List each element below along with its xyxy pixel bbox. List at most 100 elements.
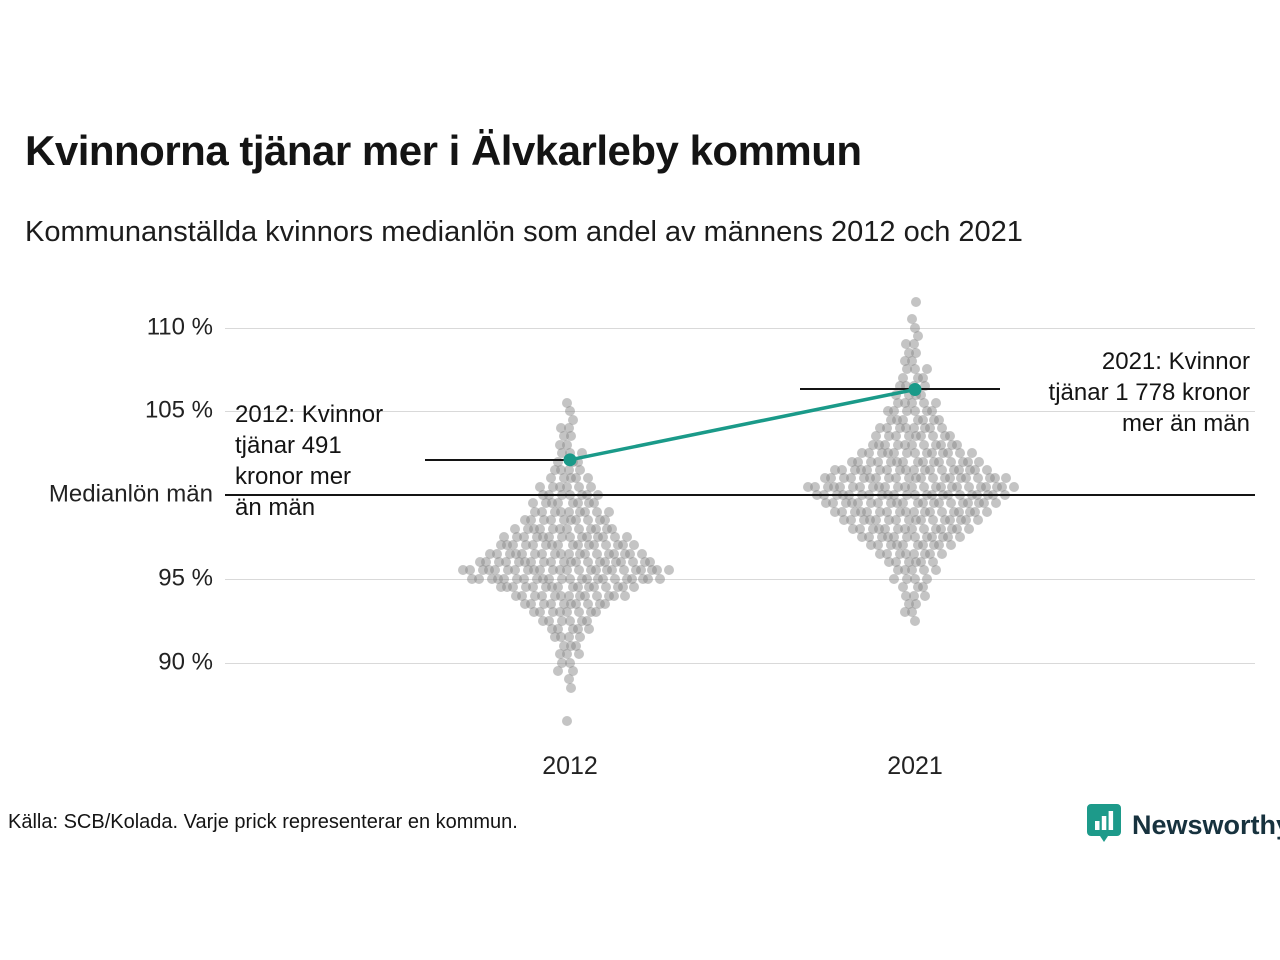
municipality-dot: [910, 322, 920, 333]
municipality-dot: [849, 506, 860, 517]
municipality-dot: [953, 464, 964, 475]
municipality-dot: [893, 481, 904, 492]
municipality-dot: [547, 540, 557, 551]
municipality-dot: [608, 548, 619, 559]
municipality-dot: [562, 607, 573, 618]
municipality-dot: [567, 624, 578, 634]
municipality-dot: [930, 397, 941, 408]
municipality-dot: [556, 506, 566, 517]
municipality-dot: [499, 531, 510, 542]
municipality-dot: [916, 431, 927, 442]
municipality-dot: [875, 548, 886, 559]
municipality-dot: [565, 448, 575, 459]
municipality-dot: [920, 590, 931, 601]
municipality-dot: [553, 498, 564, 509]
municipality-dot: [538, 615, 548, 626]
municipality-dot: [484, 565, 494, 576]
municipality-dot: [857, 448, 868, 459]
municipality-dot: [919, 523, 929, 534]
municipality-dot: [911, 347, 922, 358]
municipality-dot: [567, 540, 578, 551]
municipality-dot: [875, 423, 886, 433]
municipality-dot: [925, 423, 936, 433]
municipality-dot: [540, 540, 551, 551]
municipality-dot: [856, 506, 866, 517]
municipality-dot: [563, 548, 574, 559]
municipality-dot: [930, 565, 941, 576]
municipality-dot: [554, 607, 565, 618]
municipality-dot: [917, 414, 928, 425]
municipality-dot: [556, 632, 566, 643]
municipality-dot: [885, 414, 896, 425]
municipality-dot: [583, 598, 593, 609]
municipality-dot: [562, 439, 573, 450]
municipality-dot: [871, 515, 882, 526]
municipality-dot: [512, 531, 523, 542]
municipality-dot: [893, 439, 904, 450]
municipality-dot: [563, 464, 574, 475]
municipality-dot: [635, 565, 646, 576]
municipality-dot: [883, 448, 893, 459]
municipality-dot: [916, 515, 927, 526]
municipality-dot: [910, 364, 920, 375]
municipality-dot: [611, 557, 622, 567]
municipality-dot: [910, 615, 920, 626]
municipality-dot: [908, 548, 919, 559]
municipality-dot: [872, 540, 883, 551]
municipality-dot: [975, 481, 986, 492]
municipality-dot: [874, 439, 884, 450]
municipality-dot: [925, 464, 936, 475]
municipality-dot: [911, 431, 922, 442]
municipality-dot: [565, 657, 575, 668]
municipality-dot: [580, 506, 591, 517]
municipality-dot: [921, 406, 932, 417]
municipality-dot: [894, 381, 905, 392]
municipality-dot: [643, 573, 654, 584]
municipality-dot: [553, 582, 564, 593]
municipality-dot: [907, 356, 918, 366]
municipality-dot: [847, 456, 857, 467]
municipality-dot: [556, 464, 566, 475]
municipality-dot: [620, 590, 631, 601]
municipality-dot: [989, 473, 1000, 484]
x-axis-label: 2021: [887, 752, 943, 780]
municipality-dot: [566, 682, 577, 693]
municipality-dot: [652, 565, 663, 576]
municipality-dot: [565, 406, 575, 417]
municipality-dot: [562, 565, 573, 576]
municipality-dot: [545, 515, 556, 526]
municipality-dot: [947, 439, 958, 450]
municipality-dot: [881, 548, 892, 559]
municipality-dot: [548, 607, 559, 618]
municipality-dot: [567, 498, 578, 509]
municipality-dot: [956, 515, 967, 526]
municipality-dot: [540, 582, 551, 593]
gridline: [225, 578, 1255, 580]
municipality-dot: [610, 573, 620, 584]
municipality-dot: [919, 397, 929, 408]
municipality-dot: [535, 523, 546, 534]
municipality-dot: [830, 464, 841, 475]
municipality-dot: [898, 582, 909, 593]
municipality-dot: [899, 439, 910, 450]
municipality-dot: [629, 540, 640, 551]
municipality-dot: [916, 473, 927, 484]
municipality-dot: [929, 540, 940, 551]
municipality-dot: [856, 464, 866, 475]
municipality-dot: [592, 590, 602, 601]
municipality-dot: [907, 607, 918, 618]
municipality-dot: [893, 565, 904, 576]
municipality-dot: [862, 464, 873, 475]
municipality-dot: [934, 540, 945, 551]
municipality-dot: [580, 548, 591, 559]
municipality-dot: [880, 439, 891, 450]
municipality-dot: [921, 573, 932, 584]
municipality-dot: [955, 448, 965, 459]
municipality-dot: [809, 481, 820, 492]
municipality-dot: [530, 590, 541, 601]
municipality-dot: [912, 582, 923, 593]
municipality-dot: [494, 557, 505, 567]
municipality-dot: [599, 598, 610, 609]
municipality-dot: [898, 456, 909, 467]
